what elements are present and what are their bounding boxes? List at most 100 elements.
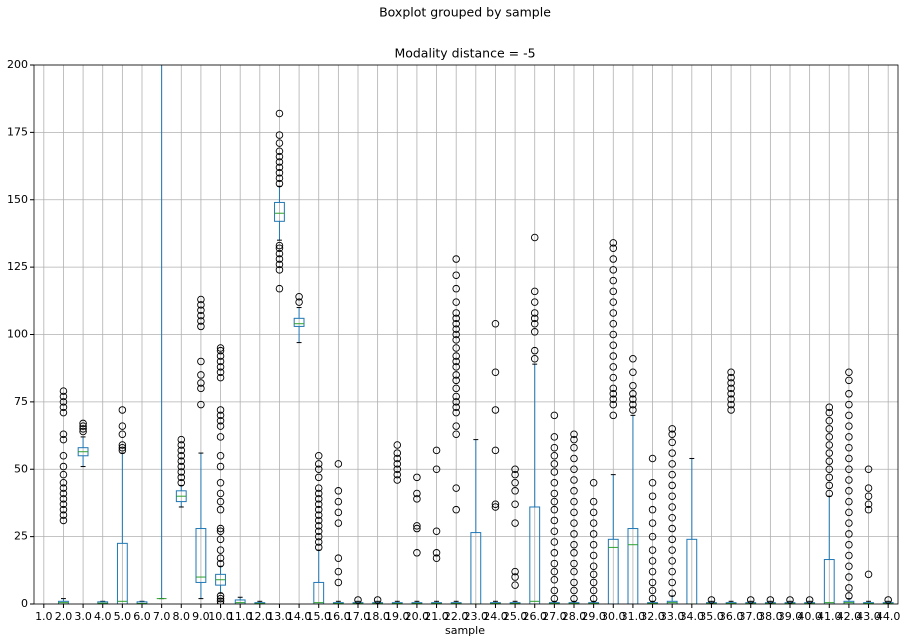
flier <box>216 559 225 568</box>
flier <box>668 567 676 576</box>
flier <box>609 341 618 350</box>
flier <box>452 363 460 371</box>
x-tick-label: 38.0 <box>758 610 783 623</box>
flier <box>648 567 657 576</box>
x-tick-label: 23.0 <box>464 610 489 623</box>
flier <box>197 379 205 387</box>
flier <box>177 457 186 465</box>
x-tick-label: 8.0 <box>173 610 191 623</box>
flier <box>530 355 539 363</box>
flier <box>825 403 834 412</box>
flier <box>825 481 834 490</box>
flier <box>452 309 460 317</box>
flier <box>59 462 68 471</box>
flier <box>59 392 68 401</box>
flier <box>825 449 834 457</box>
flier <box>511 573 519 581</box>
flier <box>216 363 225 371</box>
flier <box>629 395 637 403</box>
flier <box>314 522 323 530</box>
flier <box>334 497 343 506</box>
flier <box>452 371 460 379</box>
y-tick-label: 100 <box>7 328 28 341</box>
flier <box>550 594 559 603</box>
flier <box>825 425 834 433</box>
flier <box>629 406 637 414</box>
flier <box>334 508 343 517</box>
flier <box>530 319 539 328</box>
flier <box>570 586 578 595</box>
flier <box>452 344 460 352</box>
flier <box>727 368 735 376</box>
flier <box>570 497 578 506</box>
flier <box>845 433 853 441</box>
flier <box>491 406 500 414</box>
flier <box>609 330 618 339</box>
x-tick-label: 21.0 <box>424 610 449 623</box>
flier <box>845 443 853 452</box>
flier <box>373 596 382 604</box>
flier <box>589 570 598 579</box>
flier <box>845 584 853 592</box>
flier <box>59 484 68 492</box>
y-tick-label: 75 <box>14 395 28 408</box>
flier <box>59 505 68 514</box>
flier <box>177 468 186 476</box>
flier <box>570 559 578 568</box>
flier <box>216 357 225 366</box>
flier <box>118 446 127 455</box>
flier <box>511 487 519 495</box>
flier <box>275 179 284 188</box>
flier <box>216 433 225 441</box>
x-tick-label: 41.0 <box>817 610 842 623</box>
flier <box>609 395 618 403</box>
flier <box>609 390 618 398</box>
flier <box>59 452 68 460</box>
flier <box>314 500 323 509</box>
flier <box>197 317 205 325</box>
y-tick-label: 125 <box>7 260 28 273</box>
flier <box>648 594 657 603</box>
flier <box>530 309 539 317</box>
flier <box>845 411 853 420</box>
y-tick-label: 200 <box>7 58 28 71</box>
flier <box>79 422 87 430</box>
flier <box>275 139 284 147</box>
flier <box>845 465 853 474</box>
flier <box>216 411 225 420</box>
flier <box>59 470 68 479</box>
flier <box>629 355 637 363</box>
grid <box>34 64 898 605</box>
flier <box>452 408 460 417</box>
flier <box>216 554 225 562</box>
flier <box>845 530 853 538</box>
x-tick-label: 44.0 <box>876 610 901 623</box>
box <box>470 532 482 604</box>
flier <box>393 460 402 468</box>
flier <box>727 373 735 382</box>
flier <box>845 508 853 517</box>
flier <box>648 492 657 500</box>
flier <box>570 540 578 549</box>
flier <box>648 454 657 463</box>
flier <box>825 408 834 417</box>
flier <box>589 540 598 549</box>
flier <box>295 293 303 301</box>
flier <box>197 295 205 304</box>
x-tick-label: 15.0 <box>306 610 331 623</box>
flier <box>511 478 519 487</box>
flier <box>864 570 873 579</box>
x-tick-label: 11.0 <box>228 610 253 623</box>
x-tick-label: 35.0 <box>699 610 724 623</box>
box <box>234 599 246 604</box>
flier <box>668 578 676 587</box>
flier <box>314 527 323 535</box>
flier <box>413 473 421 482</box>
flier <box>511 470 519 479</box>
flier <box>197 371 205 379</box>
x-tick-label: 39.0 <box>778 610 803 623</box>
flier <box>452 376 460 385</box>
flier <box>393 449 402 457</box>
flier <box>530 233 539 242</box>
flier <box>570 549 578 557</box>
